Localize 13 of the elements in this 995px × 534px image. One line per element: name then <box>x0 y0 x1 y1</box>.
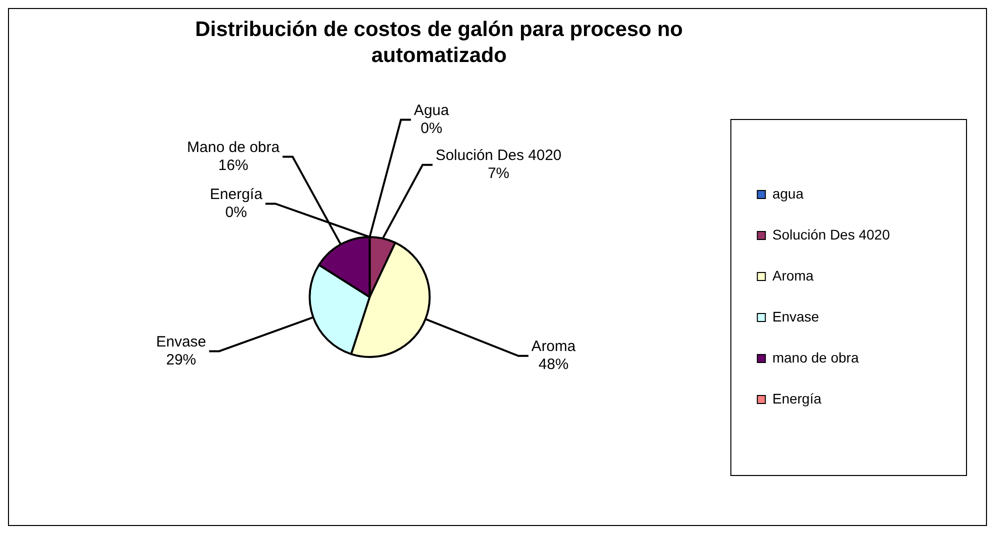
data-label: Aroma 48% <box>531 338 576 374</box>
legend-label: agua <box>772 185 870 202</box>
data-label: Mano de obra 16% <box>187 138 280 174</box>
legend-label: Envase <box>772 308 886 324</box>
data-label: Envase 29% <box>156 333 206 368</box>
legend-label: Energía <box>772 390 888 406</box>
legend-label: Solución Des 4020 <box>772 226 956 242</box>
text: Energía 0% <box>210 186 262 221</box>
text: Agua 0% <box>414 102 449 137</box>
legend-label: Aroma <box>772 267 880 284</box>
data-label: Solución Des 4020 7% <box>436 146 562 182</box>
chart-title: Distribución de costos de galón para proceso no automatizado <box>194 17 684 69</box>
legend-label: mano de obra <box>772 349 925 366</box>
